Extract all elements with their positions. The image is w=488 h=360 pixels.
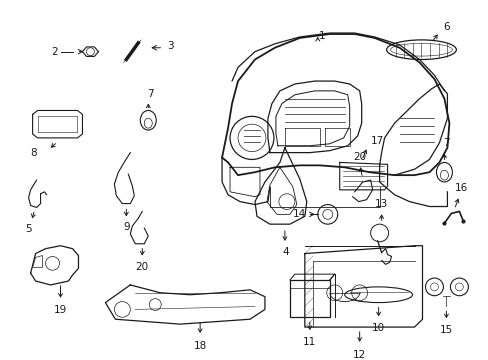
Text: 18: 18	[193, 341, 206, 351]
Text: 2: 2	[51, 47, 58, 57]
Text: 13: 13	[374, 199, 387, 208]
Text: 4: 4	[282, 247, 288, 257]
Text: 9: 9	[123, 222, 129, 232]
Text: 3: 3	[166, 41, 173, 51]
Text: 8: 8	[30, 148, 37, 158]
Text: 11: 11	[303, 337, 316, 347]
Text: 17: 17	[370, 136, 384, 146]
Text: 20: 20	[352, 152, 366, 162]
Text: 19: 19	[54, 305, 67, 315]
Text: 20: 20	[136, 262, 148, 272]
Text: 5: 5	[25, 224, 32, 234]
Text: 7: 7	[442, 138, 449, 148]
Text: 1: 1	[318, 31, 325, 41]
Text: 16: 16	[454, 183, 467, 193]
Text: 14: 14	[293, 210, 306, 219]
Text: 15: 15	[439, 325, 452, 335]
Text: 7: 7	[147, 89, 153, 99]
Text: 6: 6	[442, 22, 449, 32]
Text: 10: 10	[371, 323, 385, 333]
Text: 12: 12	[352, 350, 366, 360]
